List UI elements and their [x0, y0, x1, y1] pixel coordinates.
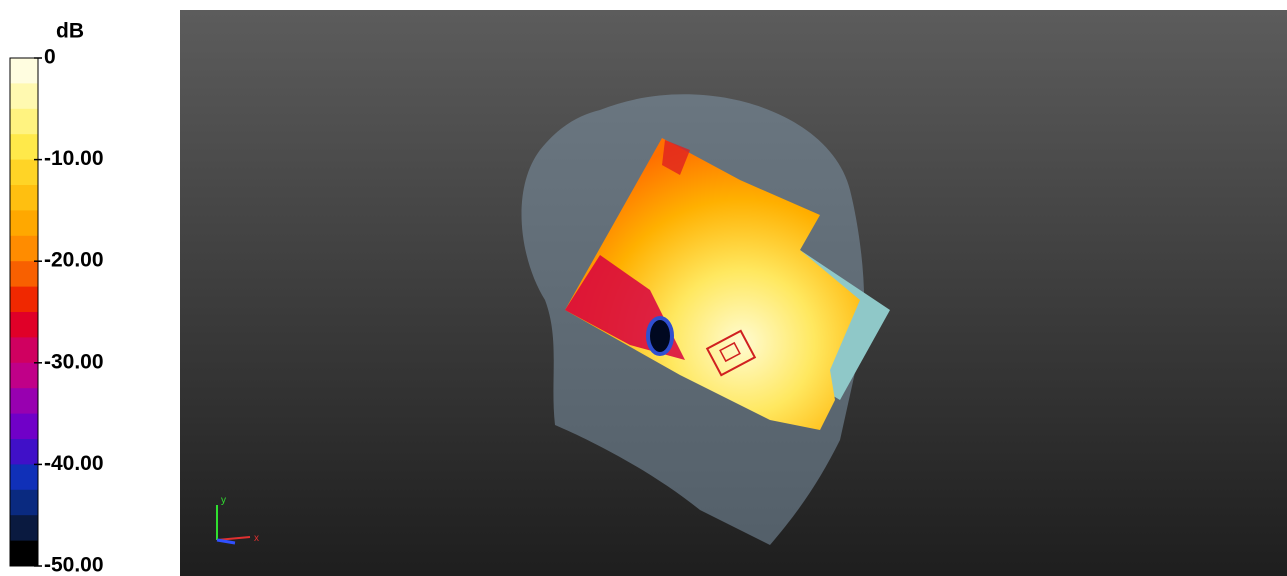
red-spot [662, 140, 690, 175]
peak-box [705, 329, 757, 377]
color-band [10, 235, 38, 262]
tick-label: -50.00 [44, 554, 104, 576]
color-band [10, 388, 38, 415]
color-band [10, 540, 38, 567]
color-band [10, 439, 38, 465]
color-band [10, 312, 38, 338]
sar-map [565, 138, 860, 430]
tick-label: 0 [44, 46, 56, 69]
heat-surface [565, 138, 860, 430]
axes-triad: y x [216, 495, 259, 545]
color-band [10, 464, 38, 491]
colorbar: 0 -10.00 -20.00 -30.00 -40.00 -50.00 [9, 46, 104, 576]
tick-label: -40.00 [44, 452, 104, 475]
color-band [10, 362, 38, 389]
min-region [646, 316, 674, 356]
color-band [10, 58, 38, 84]
color-band [10, 108, 38, 135]
color-band [10, 185, 38, 211]
color-band [10, 210, 38, 237]
color-band [10, 134, 38, 161]
color-band [10, 489, 38, 516]
tick-label: -30.00 [44, 350, 104, 373]
colorbar-title: dB [56, 20, 84, 43]
color-band [10, 337, 38, 364]
tick-label: -10.00 [44, 147, 104, 170]
tick-label: -20.00 [44, 249, 104, 272]
color-band [10, 286, 38, 313]
peak-box-inner [719, 341, 741, 363]
color-band [10, 261, 38, 288]
color-band [10, 159, 38, 186]
z-axis [216, 538, 236, 545]
color-band [10, 515, 38, 542]
color-band [10, 413, 38, 440]
y-label: y [221, 495, 226, 506]
x-label: x [254, 533, 259, 544]
color-band [10, 83, 38, 110]
colorbar-frame [9, 57, 39, 567]
